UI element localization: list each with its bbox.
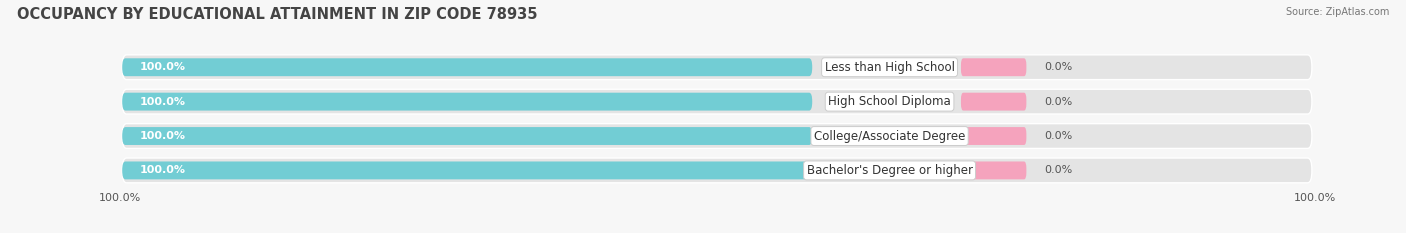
Text: 0.0%: 0.0% — [1045, 165, 1073, 175]
Text: 0.0%: 0.0% — [1045, 97, 1073, 107]
Text: 0.0%: 0.0% — [1045, 62, 1073, 72]
Text: Source: ZipAtlas.com: Source: ZipAtlas.com — [1285, 7, 1389, 17]
FancyBboxPatch shape — [960, 127, 1026, 145]
FancyBboxPatch shape — [122, 93, 813, 111]
Text: OCCUPANCY BY EDUCATIONAL ATTAINMENT IN ZIP CODE 78935: OCCUPANCY BY EDUCATIONAL ATTAINMENT IN Z… — [17, 7, 537, 22]
FancyBboxPatch shape — [960, 93, 1026, 111]
Text: Bachelor's Degree or higher: Bachelor's Degree or higher — [807, 164, 973, 177]
Text: 100.0%: 100.0% — [141, 97, 186, 107]
FancyBboxPatch shape — [122, 124, 1312, 148]
FancyBboxPatch shape — [122, 89, 1312, 114]
FancyBboxPatch shape — [122, 161, 813, 179]
Text: 100.0%: 100.0% — [141, 165, 186, 175]
FancyBboxPatch shape — [960, 58, 1026, 76]
FancyBboxPatch shape — [122, 158, 1312, 183]
Text: College/Associate Degree: College/Associate Degree — [814, 130, 966, 143]
Text: 100.0%: 100.0% — [1294, 193, 1336, 203]
Text: 100.0%: 100.0% — [98, 193, 141, 203]
Text: 0.0%: 0.0% — [1045, 131, 1073, 141]
FancyBboxPatch shape — [122, 55, 1312, 80]
FancyBboxPatch shape — [122, 127, 813, 145]
Text: 100.0%: 100.0% — [141, 131, 186, 141]
FancyBboxPatch shape — [960, 161, 1026, 179]
FancyBboxPatch shape — [122, 58, 813, 76]
Text: Less than High School: Less than High School — [824, 61, 955, 74]
Text: High School Diploma: High School Diploma — [828, 95, 950, 108]
Text: 100.0%: 100.0% — [141, 62, 186, 72]
